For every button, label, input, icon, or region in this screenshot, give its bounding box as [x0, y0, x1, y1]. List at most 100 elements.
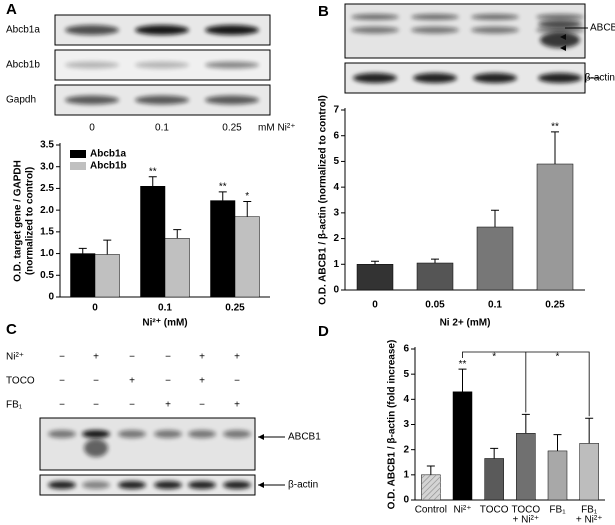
blot-band: [135, 61, 189, 69]
y-tick-label: 1: [403, 469, 409, 480]
y-tick-label: 0.5: [40, 270, 54, 281]
panel-label: B: [318, 3, 329, 20]
y-tick-label: 1.5: [40, 226, 54, 237]
blot-band: [48, 481, 76, 489]
blot-band: [353, 73, 397, 83]
bar: [356, 264, 394, 291]
y-axis-title: O.D. target gene / GAPDH: [13, 160, 24, 282]
x-axis-title: Ni 2+ (mM): [440, 318, 491, 329]
bar: [516, 433, 536, 501]
error-bar: [521, 413, 530, 434]
treatment-label: TOCO: [6, 376, 35, 387]
x-tick-sublabel: + Ni²⁺: [512, 515, 539, 525]
error-bar: [551, 131, 559, 164]
y-tick-label: 0: [48, 292, 54, 303]
treatment-sign: −: [59, 400, 65, 411]
y-axis-title: O.D. ABCB1 / β-actin (fold increase): [387, 340, 398, 510]
blot-band: [135, 95, 189, 105]
x-tick-label: FB₁: [581, 505, 598, 516]
y-tick-label: 2.0: [40, 205, 54, 216]
blot-band: [65, 95, 119, 105]
lane-label: 0.1: [155, 123, 169, 134]
axis: [414, 347, 605, 501]
blot-band: [471, 14, 519, 20]
panel-label: A: [6, 1, 17, 18]
blot-row-label: ABCB1: [590, 23, 615, 34]
y-tick-label: 5: [403, 369, 409, 380]
x-tick-label: TOCO: [480, 505, 509, 516]
y-tick-label: 4: [333, 182, 339, 193]
blot-band: [135, 25, 189, 35]
treatment-label: FB₁: [6, 400, 23, 411]
error-bar: [458, 368, 467, 392]
treatment-sign: −: [234, 376, 240, 387]
blot-band: [65, 61, 119, 69]
error-bar: [585, 417, 594, 444]
x-tick-label: 0: [92, 303, 98, 314]
error-bar: [553, 434, 562, 451]
blot-band: [205, 61, 259, 69]
treatment-sign: +: [199, 352, 205, 363]
bar: [452, 391, 473, 501]
comparison-bracket: [462, 351, 590, 417]
panel-label: D: [318, 323, 329, 340]
treatment-sign: −: [129, 352, 135, 363]
bar: [421, 474, 441, 501]
bar: [140, 186, 166, 298]
bar: [234, 216, 260, 298]
blot-band: [188, 430, 216, 438]
x-tick-label: Ni²⁺: [453, 505, 471, 516]
legend-label: Abcb1b: [90, 161, 127, 172]
blot-band: [65, 25, 119, 35]
error-bar: [103, 239, 112, 255]
blot-row-label: ABCB1: [288, 432, 321, 443]
significance-label: *: [245, 191, 249, 202]
error-bar: [148, 176, 157, 187]
treatment-sign: +: [93, 352, 99, 363]
y-tick-label: 5: [333, 156, 339, 167]
y-tick-label: 6: [333, 130, 339, 141]
blot-band: [188, 481, 216, 489]
y-tick-label: 3: [403, 419, 409, 430]
y-tick-label: 2.5: [40, 183, 54, 194]
x-tick-label: 0.1: [158, 303, 172, 314]
y-tick-label: 0: [333, 285, 339, 296]
blot-band: [536, 14, 584, 20]
significance-label: **: [459, 359, 467, 370]
treatment-sign: −: [59, 352, 65, 363]
blot-band: [351, 14, 399, 20]
error-bar: [491, 209, 499, 227]
lane-label: 0: [89, 123, 95, 134]
bar: [484, 458, 504, 501]
treatment-sign: −: [165, 352, 171, 363]
x-tick-label: 0.05: [425, 300, 445, 311]
blot-band: [411, 26, 459, 34]
error-bar: [490, 447, 499, 459]
x-tick-label: 0.25: [545, 300, 565, 311]
error-bar: [371, 260, 379, 265]
x-tick-label: FB₁: [549, 505, 566, 516]
treatment-sign: −: [129, 400, 135, 411]
bar: [70, 253, 96, 298]
blot-band: [536, 26, 584, 34]
treatment-sign: +: [165, 400, 171, 411]
blot-band: [223, 481, 251, 489]
x-axis-title: Ni²⁺ (mM): [142, 318, 187, 329]
treatment-sign: −: [199, 400, 205, 411]
error-bar: [218, 191, 227, 201]
bar: [164, 238, 190, 298]
blot-row-label: Gapdh: [6, 95, 36, 106]
blot-band: [538, 20, 582, 28]
blot-band: [118, 430, 146, 438]
x-tick-label: 0: [372, 300, 378, 311]
treatment-sign: +: [234, 352, 240, 363]
y-tick-label: 3.5: [40, 140, 54, 151]
y-tick-label: 1.0: [40, 248, 54, 259]
error-bar: [426, 465, 435, 475]
blot-row-label: Abcb1a: [6, 25, 40, 36]
y-axis-title: (normalized to control): [25, 167, 36, 275]
treatment-sign: −: [93, 400, 99, 411]
bar: [94, 254, 120, 298]
bar: [547, 450, 568, 501]
bar: [536, 163, 574, 291]
